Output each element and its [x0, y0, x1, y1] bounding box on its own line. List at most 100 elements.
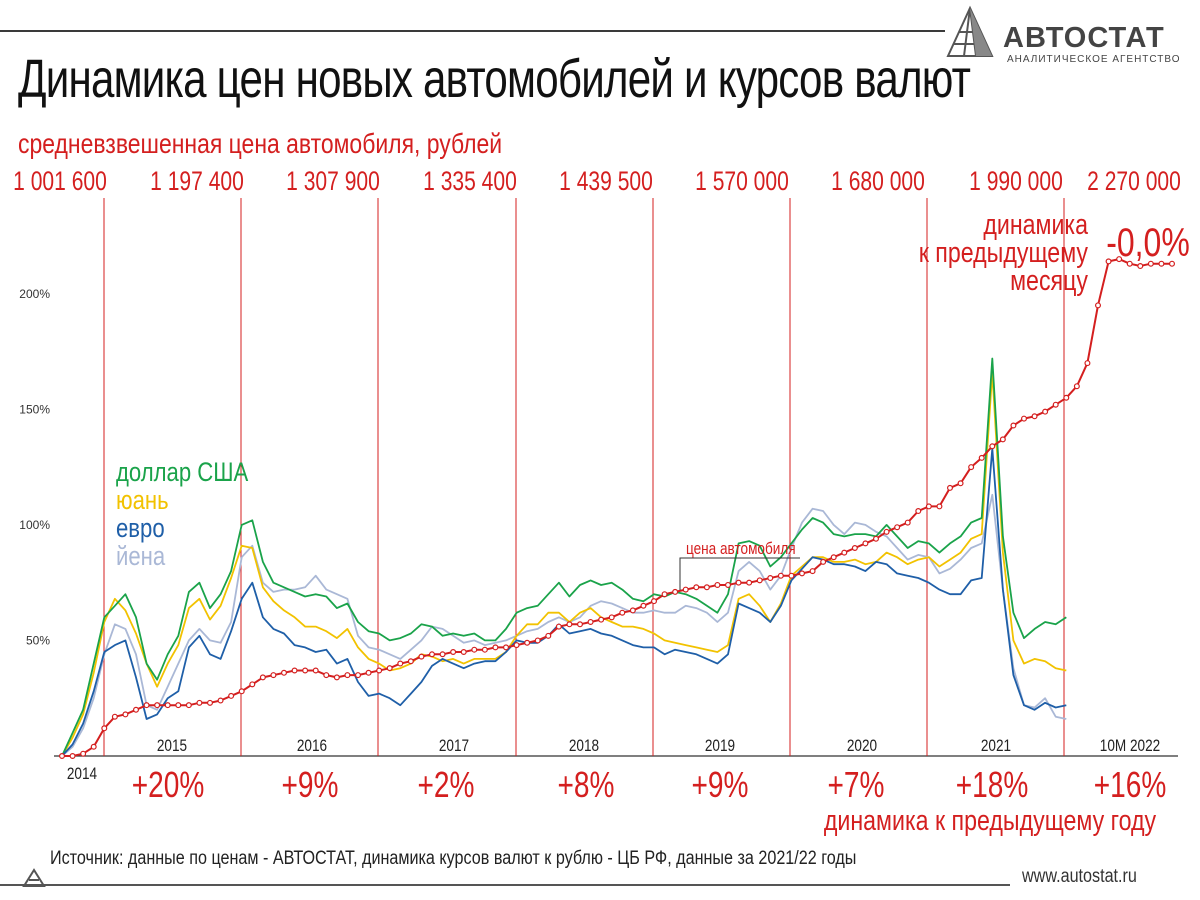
price-marker: [841, 549, 848, 556]
price-marker: [228, 692, 235, 699]
year-label: 2014: [67, 765, 98, 784]
year-label: 2019: [705, 737, 735, 756]
logo-tagline: АНАЛИТИЧЕСКОЕ АГЕНТСТВО: [1007, 54, 1181, 65]
price-marker: [281, 669, 288, 676]
price-marker: [672, 588, 679, 595]
price-marker: [640, 602, 647, 609]
price-marker: [1126, 260, 1133, 267]
price-marker: [217, 697, 224, 704]
site-url: www.autostat.ru: [1022, 866, 1137, 887]
period-price-label: 2 270 000: [1087, 167, 1181, 197]
price-marker: [481, 646, 488, 653]
year-label: 2020: [847, 737, 877, 756]
year-label: 2016: [297, 737, 327, 756]
price-marker: [872, 535, 879, 542]
source-note: Источник: данные по ценам - АВТОСТАТ, ди…: [50, 848, 857, 869]
page-title: Динамика цен новых автомобилей и курсов …: [18, 49, 971, 109]
series-line: [62, 258, 1172, 757]
price-marker: [894, 524, 901, 531]
price-marker: [1010, 422, 1017, 429]
price-marker: [598, 616, 605, 623]
period-price-label: 1 335 400: [423, 167, 517, 197]
price-marker: [80, 750, 87, 757]
price-marker: [185, 702, 192, 709]
price-marker: [957, 480, 964, 487]
price-marker: [503, 644, 510, 651]
price-marker: [809, 568, 816, 575]
annual-change-label: +8%: [558, 765, 615, 805]
annual-change-label: +7%: [828, 765, 885, 805]
price-marker: [724, 581, 731, 588]
price-marker: [703, 584, 710, 591]
price-marker: [386, 665, 393, 672]
series-line: [61, 371, 1067, 757]
price-marker: [566, 621, 573, 628]
price-marker: [608, 614, 615, 621]
price-marker: [1084, 360, 1091, 367]
price-marker: [143, 702, 150, 709]
price-marker: [69, 752, 76, 759]
annual-change-label: +18%: [956, 765, 1029, 805]
price-marker: [1147, 260, 1154, 267]
price-marker: [545, 632, 552, 639]
price-marker: [1168, 260, 1175, 267]
series-line: [61, 493, 1067, 757]
price-marker: [756, 577, 763, 584]
monthly-change-caption: динамика: [983, 207, 1088, 240]
price-marker: [1105, 258, 1112, 265]
price-marker: [429, 651, 436, 658]
price-marker: [471, 646, 478, 653]
price-marker: [820, 558, 827, 565]
price-marker: [798, 570, 805, 577]
price-marker: [90, 743, 97, 750]
price-marker: [376, 667, 383, 674]
monthly-change-caption: месяцу: [1010, 263, 1089, 296]
price-marker: [1031, 413, 1038, 420]
annual-change-label: +9%: [692, 765, 749, 805]
period-price-label: 1 570 000: [695, 167, 789, 197]
price-marker: [904, 519, 911, 526]
price-marker: [407, 658, 414, 665]
header-rule: [0, 30, 945, 32]
year-label: 2021: [981, 737, 1011, 756]
price-marker: [302, 667, 309, 674]
series-line: [61, 447, 1067, 757]
price-marker: [946, 484, 953, 491]
price-marker: [788, 572, 795, 579]
logo-wordmark: АВТОСТАТ: [1003, 22, 1165, 54]
price-marker: [323, 672, 330, 679]
legend-entry: юань: [116, 486, 169, 516]
year-label: 2015: [157, 737, 187, 756]
series-line: [61, 357, 1067, 757]
legend-entry: доллар США: [116, 458, 249, 488]
price-marker: [1052, 401, 1059, 408]
price-marker: [355, 672, 362, 679]
price-marker: [999, 436, 1006, 443]
price-marker: [492, 644, 499, 651]
price-marker: [460, 648, 467, 655]
price-marker: [915, 508, 922, 515]
price-marker: [58, 752, 65, 759]
footer-rule: [0, 884, 1010, 886]
price-marker: [175, 702, 182, 709]
annual-change-label: +16%: [1094, 765, 1167, 805]
annual-change-label: +2%: [418, 765, 475, 805]
price-marker: [101, 725, 108, 732]
price-marker: [207, 699, 214, 706]
price-series-label: цена автомобиля: [686, 540, 796, 559]
price-marker: [862, 540, 869, 547]
price-marker: [1137, 263, 1144, 270]
price-marker: [978, 454, 985, 461]
price-marker: [344, 672, 351, 679]
price-marker: [1073, 383, 1080, 390]
price-marker: [270, 672, 277, 679]
price-marker: [249, 681, 256, 688]
price-marker: [397, 660, 404, 667]
annual-change-label: +9%: [282, 765, 339, 805]
price-marker: [576, 621, 583, 628]
price-marker: [883, 528, 890, 535]
price-marker: [767, 575, 774, 582]
price-marker: [936, 503, 943, 510]
price-marker: [629, 607, 636, 614]
